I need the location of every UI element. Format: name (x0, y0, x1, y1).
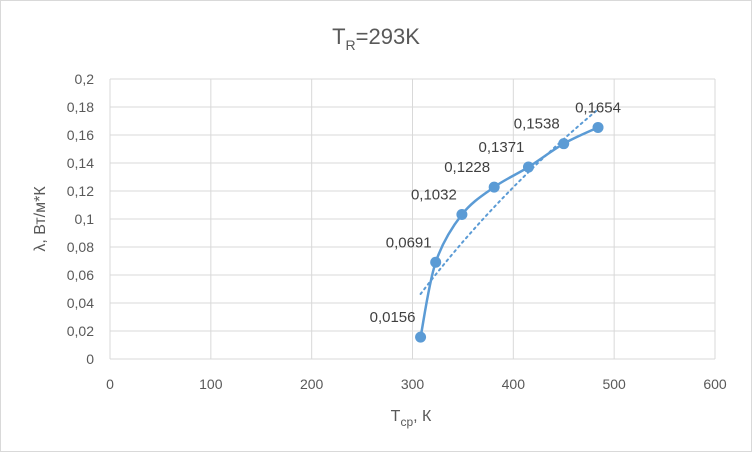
data-point (592, 121, 604, 133)
data-label: 0,1032 (411, 187, 457, 204)
data-point (415, 331, 427, 343)
data-labels: 0,0156 0,0691 0,1032 0,1228 0,1371 0,1538 0,16… (370, 99, 621, 326)
y-tick-label: 0 (86, 351, 94, 367)
data-point (488, 181, 500, 193)
trendline-layer (419, 108, 600, 295)
data-point (522, 161, 534, 173)
y-tick-label: 0,14 (67, 155, 94, 171)
x-axis-title: Tср, К (391, 408, 432, 429)
y-tick-label: 0,1 (75, 211, 95, 227)
y-tick-label: 0,06 (67, 267, 94, 283)
data-point (430, 256, 442, 268)
chart-title: TR=293K (332, 24, 420, 53)
y-tick-label: 0,16 (67, 127, 94, 143)
y-tick-label: 0,04 (67, 295, 94, 311)
data-label: 0,0691 (386, 234, 432, 251)
grid-lines (109, 78, 716, 360)
data-point (558, 138, 570, 150)
y-tick-label: 0,08 (67, 239, 94, 255)
data-label: 0,1538 (514, 116, 560, 133)
trendline (419, 108, 600, 295)
data-point (456, 209, 468, 221)
x-tick-label: 0 (106, 376, 114, 392)
y-axis-ticks: 0 0,02 0,04 0,06 0,08 0,1 0,12 0,14 0,16 0,18 0,2 (67, 71, 94, 367)
y-tick-label: 0,2 (75, 71, 95, 87)
data-label: 0,0156 (370, 309, 416, 326)
y-axis-title: λ, Вт/м*К (32, 186, 49, 252)
data-label: 0,1371 (479, 139, 525, 156)
x-tick-label: 100 (199, 376, 223, 392)
series-layer (415, 121, 604, 343)
y-tick-label: 0,02 (67, 323, 94, 339)
x-tick-label: 200 (300, 376, 324, 392)
x-tick-label: 500 (602, 376, 626, 392)
x-tick-label: 600 (703, 376, 727, 392)
y-tick-label: 0,18 (67, 99, 94, 115)
data-label: 0,1228 (444, 159, 490, 176)
x-tick-label: 300 (401, 376, 425, 392)
y-tick-label: 0,12 (67, 183, 94, 199)
x-axis-ticks: 0 100 200 300 400 500 600 (106, 376, 727, 392)
data-label: 0,1654 (575, 99, 621, 116)
x-tick-label: 400 (502, 376, 526, 392)
